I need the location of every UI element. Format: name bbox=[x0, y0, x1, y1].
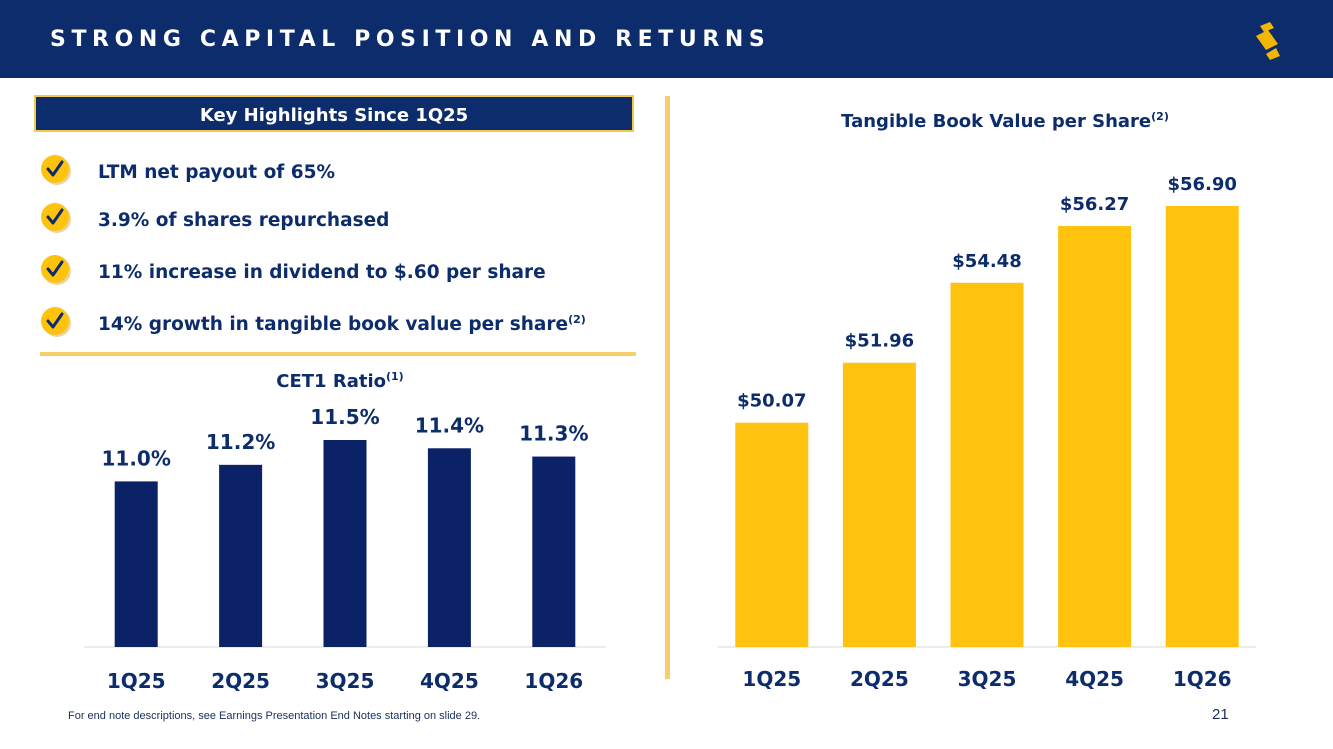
tbv-category-label: 1Q25 bbox=[742, 667, 801, 691]
tbv-category-label: 2Q25 bbox=[850, 667, 909, 691]
cet1-data-label: 11.3% bbox=[519, 422, 588, 446]
tbv-bar bbox=[735, 422, 809, 647]
cet1-bar bbox=[219, 464, 263, 647]
tbv-category-label: 3Q25 bbox=[958, 667, 1017, 691]
cet1-category-label: 2Q25 bbox=[211, 669, 270, 693]
title-bar: STRONG CAPITAL POSITION AND RETURNS bbox=[0, 0, 1333, 78]
column-divider bbox=[665, 96, 670, 679]
tbv-data-label: $54.48 bbox=[952, 251, 1021, 272]
tbv-category-label: 1Q26 bbox=[1173, 667, 1232, 691]
tbv-data-label: $56.90 bbox=[1167, 174, 1236, 195]
tbv-bar bbox=[1058, 225, 1132, 647]
footnote: For end note descriptions, see Earnings … bbox=[68, 710, 481, 722]
page-title: STRONG CAPITAL POSITION AND RETURNS bbox=[50, 27, 771, 52]
check-circle-icon bbox=[41, 307, 71, 337]
cet1-category-label: 3Q25 bbox=[316, 669, 375, 693]
cet1-category-label: 1Q25 bbox=[107, 669, 166, 693]
highlight-text: 14% growth in tangible book value per sh… bbox=[98, 313, 586, 336]
tbv-data-label: $51.96 bbox=[845, 331, 914, 352]
check-circle-icon bbox=[41, 155, 71, 185]
cet1-data-label: 11.0% bbox=[102, 446, 171, 470]
highlights-header: Key Highlights Since 1Q25 bbox=[34, 95, 634, 132]
tbv-bar bbox=[842, 362, 916, 647]
check-circle-icon bbox=[41, 255, 71, 285]
tbv-bar bbox=[1165, 206, 1239, 647]
highlight-text: 3.9% of shares repurchased bbox=[98, 210, 390, 232]
section-divider bbox=[40, 352, 636, 356]
tbv-data-label: $56.27 bbox=[1060, 194, 1129, 215]
check-circle-icon bbox=[41, 203, 71, 233]
cet1-chart-title: CET1 Ratio(1) bbox=[276, 370, 404, 392]
tbv-data-label: $50.07 bbox=[737, 391, 806, 412]
cet1-category-label: 1Q26 bbox=[524, 669, 583, 693]
page-number: 21 bbox=[1212, 706, 1229, 723]
highlight-text: 11% increase in dividend to $.60 per sha… bbox=[98, 262, 546, 284]
highlight-item: 11% increase in dividend to $.60 per sha… bbox=[40, 254, 640, 288]
highlight-item: LTM net payout of 65% bbox=[40, 154, 640, 188]
cet1-bar bbox=[114, 481, 158, 647]
cet1-data-label: 11.5% bbox=[310, 405, 379, 429]
highlight-text: LTM net payout of 65% bbox=[98, 162, 336, 184]
tbv-category-label: 4Q25 bbox=[1065, 667, 1124, 691]
cet1-bar bbox=[532, 456, 576, 647]
highlight-item: 14% growth in tangible book value per sh… bbox=[40, 306, 640, 340]
highlights-title: Key Highlights Since 1Q25 bbox=[199, 105, 469, 126]
cet1-category-label: 4Q25 bbox=[420, 669, 479, 693]
highlight-item: 3.9% of shares repurchased bbox=[40, 202, 640, 236]
tbv-chart-title: Tangible Book Value per Share(2) bbox=[841, 110, 1169, 132]
cet1-bar bbox=[323, 440, 367, 647]
cet1-data-label: 11.4% bbox=[415, 413, 484, 437]
cet1-data-label: 11.2% bbox=[206, 430, 275, 454]
cet1-bar bbox=[427, 448, 471, 647]
s-stripe-logo-icon bbox=[1256, 22, 1280, 60]
tbv-bar bbox=[950, 282, 1024, 647]
